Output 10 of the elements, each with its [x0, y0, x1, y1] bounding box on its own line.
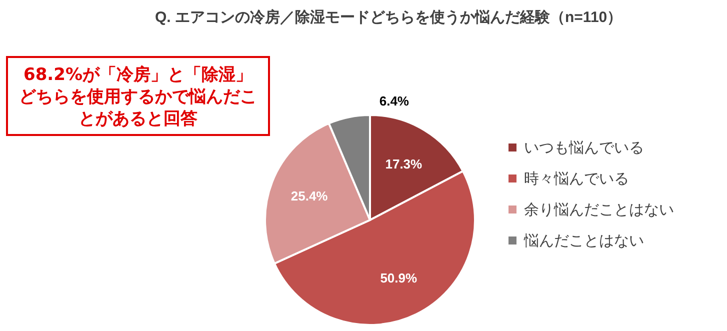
legend-label: いつも悩んでいる	[524, 140, 644, 156]
chart-title: Q. エアコンの冷房／除湿モードどちらを使うか悩んだ経験（n=110）	[155, 8, 622, 26]
legend-label: 余り悩んだことはない	[524, 202, 674, 218]
legend-label: 時々悩んでいる	[524, 170, 629, 188]
data-label: 6.4%	[379, 93, 410, 108]
text: 68.2%が「冷房」と「除湿」どちらを使用するかで悩んだことがあると回答	[18, 64, 258, 131]
data-label: 50.9%	[380, 270, 418, 286]
legend-label: 悩んだことはない	[523, 232, 644, 250]
data-label: 25.4%	[290, 188, 328, 204]
data-label: 17.3%	[385, 156, 423, 172]
